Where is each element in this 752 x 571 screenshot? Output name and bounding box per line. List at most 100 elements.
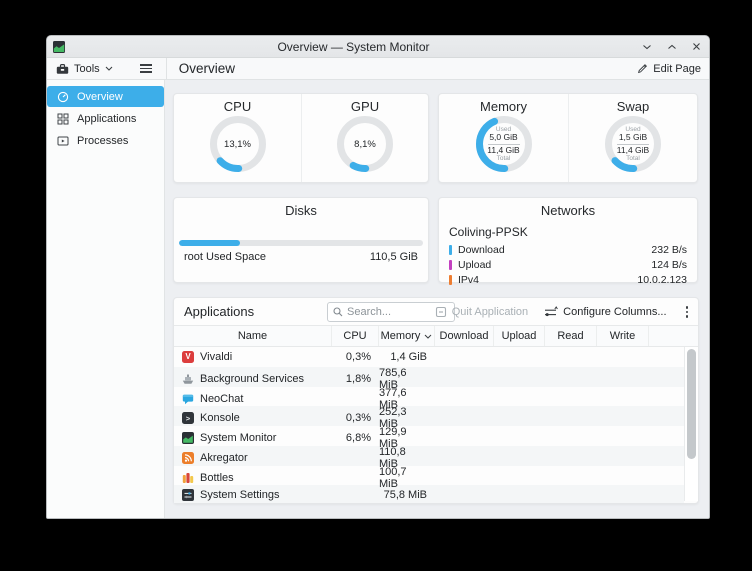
table-row[interactable]: V Vivaldi 0,3% 1,4 GiB bbox=[174, 347, 684, 367]
table-row[interactable]: System Monitor 6,8% 129,9 MiB bbox=[174, 426, 684, 450]
configure-columns-button[interactable]: Configure Columns... bbox=[544, 306, 667, 318]
quit-application-label: Quit Application bbox=[451, 306, 529, 318]
applications-card: Applications Quit Application bbox=[173, 297, 699, 504]
upload-value: 124 B/s bbox=[651, 258, 687, 271]
disk-label: root Used Space bbox=[184, 251, 266, 263]
scrollbar-thumb[interactable] bbox=[687, 349, 696, 459]
bottles-icon bbox=[182, 472, 194, 484]
memory-total-value: 11,4 GiB bbox=[487, 144, 520, 155]
download-color-bar bbox=[449, 244, 452, 255]
gpu-gauge-ring bbox=[337, 116, 393, 172]
sidebar-item-processes[interactable]: Processes bbox=[47, 130, 164, 151]
quit-application-button[interactable]: Quit Application bbox=[435, 306, 528, 318]
akregator-icon bbox=[182, 451, 194, 464]
sort-descending-icon bbox=[425, 334, 432, 339]
swap-used-label: Used bbox=[625, 126, 641, 133]
tools-menu-button[interactable]: Tools bbox=[56, 63, 113, 75]
swap-gauge: Swap Used 1,5 GiB 11,4 GiB Total bbox=[568, 94, 697, 182]
search-box[interactable] bbox=[327, 302, 455, 322]
table-row[interactable]: > Konsole 0,3% 252,3 MiB bbox=[174, 406, 684, 430]
networks-card: Networks Coliving-PPSK Download 232 B/s … bbox=[438, 197, 698, 286]
process-window-icon bbox=[57, 136, 69, 145]
grid-icon bbox=[57, 113, 69, 124]
maximize-button[interactable] bbox=[667, 43, 677, 51]
titlebar[interactable]: Overview — System Monitor bbox=[47, 36, 709, 58]
memory-used-value: 5,0 GiB bbox=[489, 132, 518, 142]
column-header-filler bbox=[649, 326, 686, 346]
memory-gauge-ring bbox=[475, 116, 532, 172]
download-value: 232 B/s bbox=[651, 243, 687, 256]
network-interface-name: Coliving-PPSK bbox=[449, 225, 528, 239]
network-upload-row: Upload 124 B/s bbox=[439, 257, 697, 272]
sidebar-item-applications[interactable]: Applications bbox=[47, 108, 164, 129]
gpu-title: GPU bbox=[350, 99, 380, 114]
close-button[interactable] bbox=[692, 42, 701, 51]
upload-color-bar bbox=[449, 259, 452, 270]
speedometer-icon bbox=[57, 91, 69, 102]
upload-label: Upload bbox=[458, 258, 492, 271]
gpu-gauge: GPU 8,1% bbox=[301, 94, 428, 182]
table-row[interactable]: NeoChat 377,6 MiB bbox=[174, 387, 684, 411]
disks-card: Disks root Used Space 110,5 GiB bbox=[173, 197, 429, 283]
table-row[interactable]: Bottles 100,7 MiB bbox=[174, 466, 684, 490]
ipv4-color-bar bbox=[449, 274, 452, 285]
memory-total-label: Total bbox=[496, 155, 511, 162]
quit-window-icon bbox=[435, 306, 446, 318]
applications-header: Applications Quit Application bbox=[174, 298, 698, 326]
cpu-title: CPU bbox=[223, 99, 252, 114]
column-header-cpu[interactable]: CPU bbox=[332, 326, 379, 346]
app-window: Overview — System Monitor Tools Overview… bbox=[46, 35, 710, 519]
konsole-icon: > bbox=[182, 412, 194, 425]
disk-value: 110,5 GiB bbox=[369, 251, 418, 263]
column-header-memory[interactable]: Memory bbox=[379, 326, 435, 346]
ipv4-value: 10.0.2.123 bbox=[637, 273, 687, 286]
page-title: Overview bbox=[178, 61, 235, 76]
cpu-gpu-card: CPU 13,1% GPU 8,1% bbox=[173, 93, 429, 183]
table-row[interactable]: Background Services 1,8% 785,6 MiB bbox=[174, 366, 684, 391]
neochat-icon bbox=[182, 393, 194, 405]
sidebar-item-label: Applications bbox=[77, 112, 137, 125]
cpu-value: 13,1% bbox=[224, 138, 251, 150]
sidebar-item-label: Overview bbox=[77, 90, 123, 103]
table-header: Name CPU Memory Download Upload Read Wri… bbox=[174, 326, 698, 347]
sliders-icon bbox=[545, 306, 559, 317]
swap-used-value: 1,5 GiB bbox=[618, 132, 648, 142]
table-row[interactable]: Akregator 110,8 MiB bbox=[174, 445, 684, 470]
table-scrollbar[interactable] bbox=[684, 347, 698, 501]
swap-total-value: 11,4 GiB bbox=[616, 144, 650, 155]
vivaldi-icon: V bbox=[182, 350, 194, 363]
column-header-write[interactable]: Write bbox=[597, 326, 649, 346]
overview-page: CPU 13,1% GPU 8,1% bbox=[166, 80, 709, 518]
network-download-row: Download 232 B/s bbox=[439, 242, 697, 257]
swap-gauge-ring bbox=[605, 116, 661, 172]
search-icon bbox=[333, 307, 343, 317]
system-monitor-app-icon bbox=[53, 40, 65, 53]
edit-page-button[interactable]: Edit Page bbox=[637, 63, 701, 75]
memory-swap-card: Memory Used 5,0 GiB 11,4 GiB Total bbox=[438, 93, 698, 183]
column-header-upload[interactable]: Upload bbox=[494, 326, 545, 346]
column-header-read[interactable]: Read bbox=[545, 326, 597, 346]
networks-title: Networks bbox=[540, 203, 596, 218]
pencil-icon bbox=[638, 64, 648, 74]
system-monitor-icon bbox=[182, 432, 194, 444]
minimize-button[interactable] bbox=[642, 43, 652, 51]
search-input[interactable] bbox=[347, 306, 437, 318]
column-header-name[interactable]: Name bbox=[174, 326, 332, 346]
ipv4-label: IPv4 bbox=[458, 273, 480, 286]
network-ipv4-row: IPv4 10.0.2.123 bbox=[439, 272, 697, 287]
gpu-value: 8,1% bbox=[354, 138, 376, 150]
system-settings-icon bbox=[182, 489, 194, 502]
cpu-gauge-ring bbox=[209, 116, 266, 172]
overflow-menu-button[interactable] bbox=[683, 306, 692, 318]
edit-page-label: Edit Page bbox=[653, 62, 701, 75]
memory-gauge: Memory Used 5,0 GiB 11,4 GiB Total bbox=[439, 94, 568, 182]
table-row[interactable]: System Settings 75,8 MiB bbox=[174, 485, 684, 503]
swap-total-label: Total bbox=[626, 155, 640, 162]
background-services-icon bbox=[182, 373, 194, 385]
tools-label: Tools bbox=[74, 62, 100, 75]
window-title: Overview — System Monitor bbox=[277, 39, 430, 54]
disks-title: Disks bbox=[285, 203, 317, 218]
hamburger-menu-button[interactable] bbox=[139, 64, 152, 73]
sidebar-item-overview[interactable]: Overview bbox=[47, 86, 164, 107]
column-header-download[interactable]: Download bbox=[435, 326, 494, 346]
